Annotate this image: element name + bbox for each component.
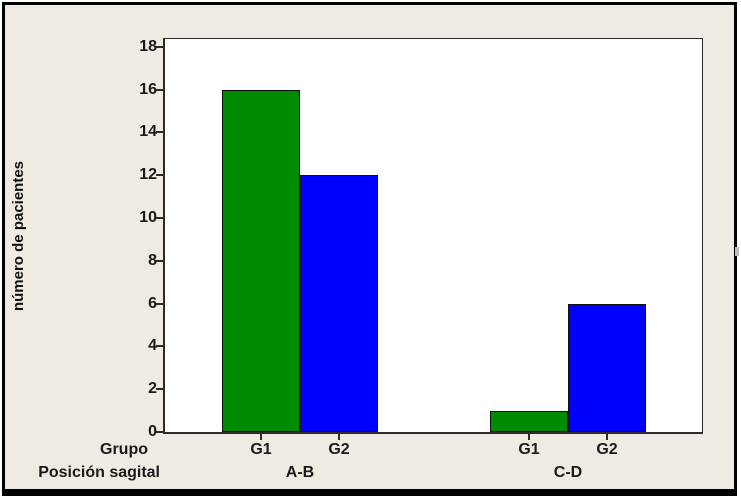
border-notch-artifact xyxy=(735,247,739,256)
x-axis-group-label-g1: G1 xyxy=(250,441,272,458)
y-tick-mark xyxy=(156,174,163,177)
y-tick-mark xyxy=(156,217,163,219)
y-tick-mark xyxy=(156,345,163,348)
y-tick-mark xyxy=(156,431,163,433)
y-tick-label: 14 xyxy=(139,123,157,141)
x-axis-row-label-grupo: Grupo xyxy=(100,441,148,458)
y-tick-mark xyxy=(156,302,163,305)
y-tick-label: 12 xyxy=(139,166,157,184)
bar-g2-c-d xyxy=(568,303,646,432)
x-axis-category-label-c-d: C-D xyxy=(553,464,583,481)
y-tick-mark xyxy=(156,131,163,134)
x-tick-mark xyxy=(260,434,262,440)
y-tick-mark xyxy=(156,88,163,91)
x-axis-group-label-g1: G1 xyxy=(518,441,540,458)
y-tick-mark xyxy=(156,259,163,262)
x-axis-group-label-g2: G2 xyxy=(328,441,350,458)
y-tick-label: 8 xyxy=(148,251,157,269)
y-tick-label: 4 xyxy=(148,337,157,355)
y-tick-mark xyxy=(156,388,163,391)
x-axis-group-label-g2: G2 xyxy=(596,441,618,458)
x-tick-mark xyxy=(338,434,340,440)
bar-g2-a-b xyxy=(300,175,378,432)
y-tick-mark xyxy=(156,45,163,48)
x-tick-mark xyxy=(528,434,530,440)
x-axis-category-label-a-b: A-B xyxy=(285,464,315,481)
x-axis-row-label-posicion-sagital: Posición sagital xyxy=(38,464,160,481)
y-tick-label: 6 xyxy=(148,294,157,312)
x-tick-mark xyxy=(606,434,608,440)
y-tick-label: 2 xyxy=(148,380,157,398)
y-tick-label: 0 xyxy=(148,423,157,440)
y-tick-label: 16 xyxy=(139,80,157,98)
y-tick-label: 18 xyxy=(139,37,157,55)
y-axis-title: número de pacientes xyxy=(10,160,27,312)
bar-g1-a-b xyxy=(222,89,300,432)
bar-g1-c-d xyxy=(490,410,568,432)
y-tick-label: 10 xyxy=(139,209,157,226)
plot-area xyxy=(163,38,703,434)
